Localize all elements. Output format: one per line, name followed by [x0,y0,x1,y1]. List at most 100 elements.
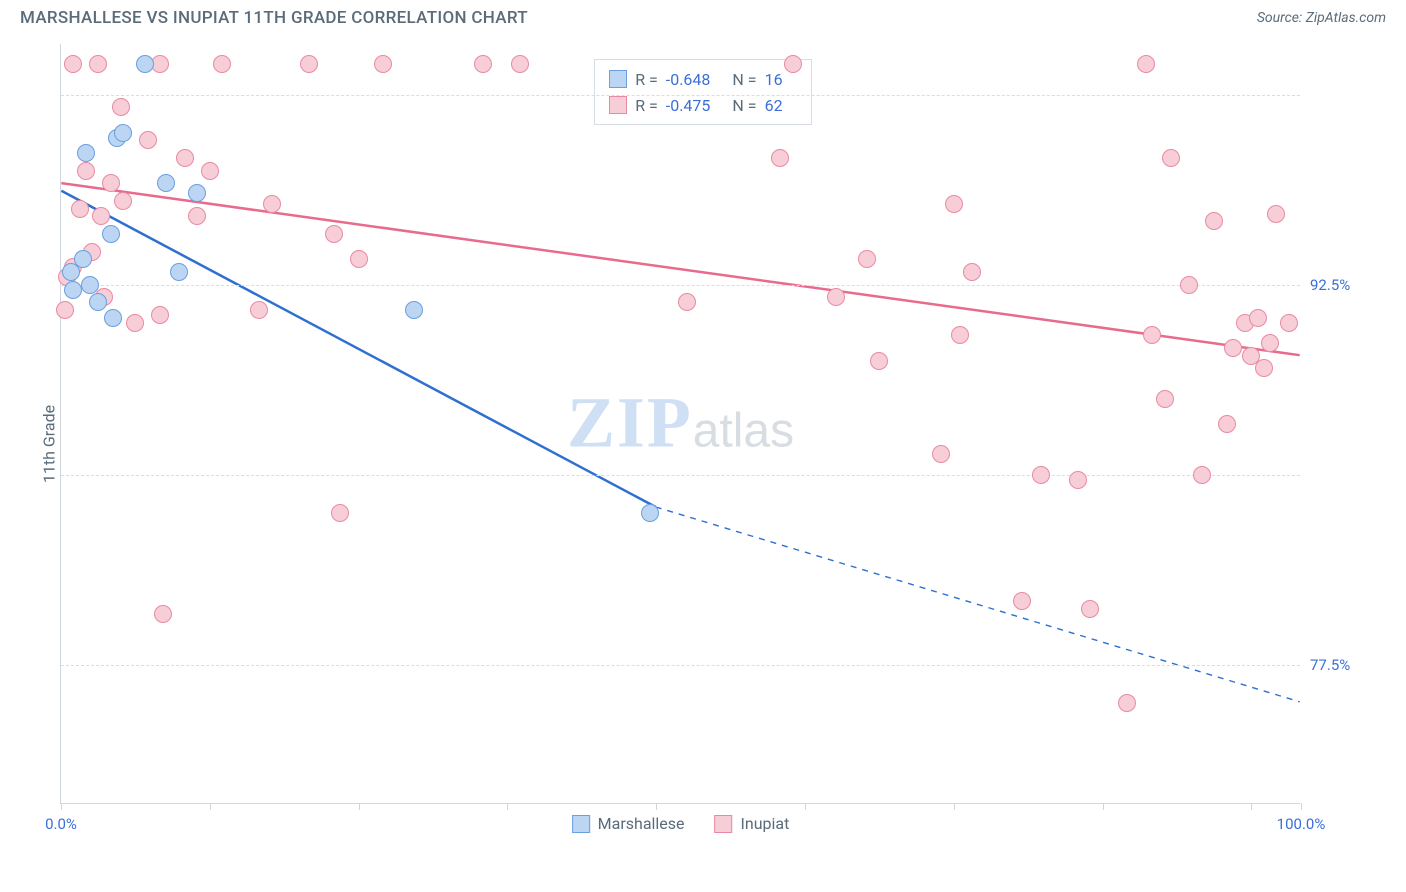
data-point [151,306,169,324]
stat-r-inupiat: -0.475 [666,96,711,115]
x-tick-label: 100.0% [1277,815,1326,833]
data-point [263,195,281,213]
data-point [945,195,963,213]
data-point [1205,212,1223,230]
data-point [62,263,80,281]
data-point [89,293,107,311]
data-point [963,263,981,281]
data-point [77,144,95,162]
x-tick [656,803,657,810]
data-point [771,149,789,167]
data-point [1156,390,1174,408]
data-point [641,504,659,522]
data-point [1224,339,1242,357]
data-point [176,149,194,167]
swatch-inupiat-icon [715,815,733,833]
data-point [374,55,392,73]
data-point [405,301,423,319]
data-point [92,207,110,225]
gridline [61,285,1300,286]
trend-overlay: ZIPatlas [61,44,1300,803]
data-point [102,225,120,243]
stat-label-r: R = [635,70,658,89]
data-point [1218,415,1236,433]
x-tick [61,803,62,810]
data-point [157,174,175,192]
legend-label-marshallese: Marshallese [598,814,685,833]
data-point [300,55,318,73]
y-tick-label: 77.5% [1310,656,1380,674]
data-point [77,162,95,180]
stats-row-inupiat: R = -0.475 N = 62 [609,92,796,118]
data-point [1069,471,1087,489]
swatch-marshallese-icon [609,70,627,88]
chart-container: 11th Grade ZIPatlas R = -0.648 N = 16 R … [20,34,1386,854]
gridline [61,95,1300,96]
y-axis-label: 11th Grade [40,405,59,483]
data-point [188,207,206,225]
data-point [784,55,802,73]
plot-area: ZIPatlas R = -0.648 N = 16 R = -0.475 N … [60,44,1300,804]
data-point [89,55,107,73]
data-point [1249,309,1267,327]
stat-n-inupiat: 62 [765,96,783,115]
data-point [1032,466,1050,484]
trendline [61,191,655,507]
data-point [1267,205,1285,223]
data-point [102,174,120,192]
data-point [250,301,268,319]
swatch-marshallese-icon [572,815,590,833]
data-point [71,200,89,218]
gridline [61,665,1300,666]
data-point [1255,359,1273,377]
stat-label-n: N = [732,96,756,115]
data-point [827,288,845,306]
stat-label-n: N = [732,70,756,89]
data-point [678,293,696,311]
data-point [201,162,219,180]
data-point [1280,314,1298,332]
data-point [1081,600,1099,618]
y-tick-label: 92.5% [1310,276,1380,294]
x-tick [1301,803,1302,810]
data-point [104,309,122,327]
data-point [350,250,368,268]
data-point [56,301,74,319]
stat-label-r: R = [635,96,658,115]
data-point [325,225,343,243]
data-point [951,326,969,344]
data-point [331,504,349,522]
source-label: Source: ZipAtlas.com [1257,10,1386,26]
data-point [1013,592,1031,610]
watermark-icon: ZIPatlas [567,382,794,462]
data-point [114,124,132,142]
trendline-extrapolated [656,507,1300,702]
stat-r-marshallese: -0.648 [666,70,711,89]
bottom-legend: Marshallese Inupiat [572,814,790,833]
legend-item-marshallese: Marshallese [572,814,685,833]
data-point [1143,326,1161,344]
x-tick [507,803,508,810]
legend-label-inupiat: Inupiat [741,814,790,833]
data-point [1118,694,1136,712]
data-point [112,98,130,116]
data-point [81,276,99,294]
x-tick-label: 0.0% [45,815,77,833]
data-point [932,445,950,463]
swatch-inupiat-icon [609,96,627,114]
data-point [1137,55,1155,73]
data-point [139,131,157,149]
x-tick [359,803,360,810]
data-point [1180,276,1198,294]
data-point [1193,466,1211,484]
data-point [188,184,206,202]
data-point [213,55,231,73]
data-point [126,314,144,332]
trendline [61,183,1299,355]
data-point [474,55,492,73]
chart-title: MARSHALLESE VS INUPIAT 11TH GRADE CORREL… [20,8,528,28]
data-point [1261,334,1279,352]
data-point [1162,149,1180,167]
legend-item-inupiat: Inupiat [715,814,790,833]
data-point [136,55,154,73]
